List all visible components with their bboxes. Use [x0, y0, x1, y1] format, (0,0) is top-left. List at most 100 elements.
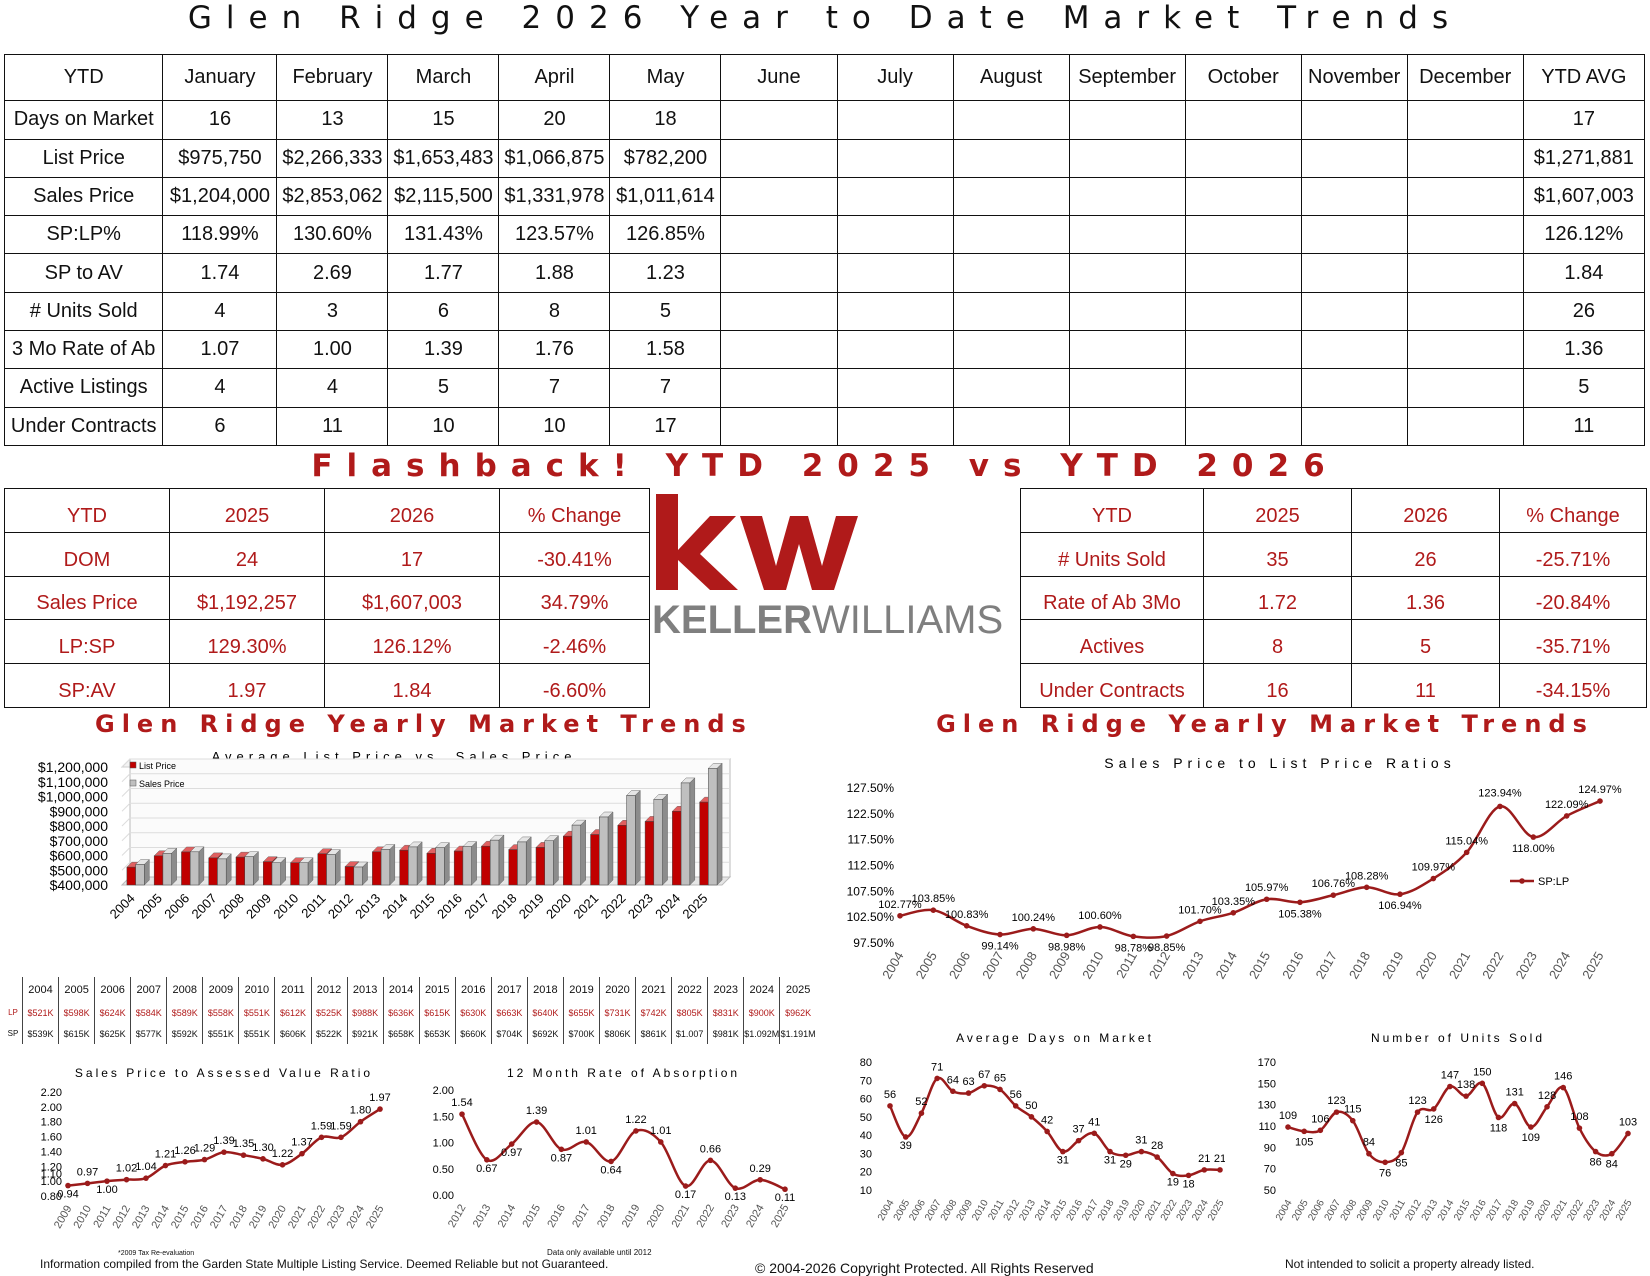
chart-title: Average Days on Market	[956, 1031, 1154, 1045]
table-cell: $589K	[166, 1002, 203, 1024]
table-cell	[1184, 368, 1302, 408]
table-cell: -20.84%	[1499, 575, 1647, 621]
data-label: 85	[1395, 1158, 1407, 1170]
data-point	[757, 1176, 763, 1183]
data-label: 37	[1072, 1124, 1084, 1136]
data-label: 29	[1120, 1158, 1132, 1170]
data-label: 103.35%	[1212, 896, 1256, 908]
data-point	[1560, 1084, 1567, 1091]
table-cell: $861K	[635, 1023, 672, 1044]
chart-title: Sales Price to List Price Ratios	[1104, 755, 1455, 771]
x-tick-label: 2019	[516, 891, 547, 922]
bar-list-price	[126, 866, 136, 886]
table-cell	[1406, 176, 1524, 217]
data-point	[1122, 1152, 1129, 1159]
bar-side	[662, 793, 668, 886]
table-cell: 20	[498, 100, 611, 140]
gridline-side	[121, 832, 131, 842]
x-tick-label: 2020	[645, 1203, 668, 1230]
note-tax-reeval: *2009 Tax Re-evaluation	[118, 1250, 195, 1257]
row-label: LP	[8, 1008, 18, 1018]
table-cell: 5	[1522, 368, 1646, 408]
data-label: 1.30	[252, 1142, 273, 1154]
data-point	[104, 1178, 110, 1184]
bar-sales-price	[462, 846, 472, 886]
data-point	[1130, 933, 1137, 940]
table-cell: $731K	[598, 1002, 636, 1024]
x-tick-label: 2004	[107, 891, 138, 922]
table-cell: 1.84	[324, 663, 500, 708]
table-row: Rate of Ab 3Mo 1.72 1.36 -20.84%	[1020, 575, 1647, 621]
table-cell	[1068, 406, 1186, 447]
data-label: 0.13	[725, 1191, 746, 1203]
table-cell: 1.00	[276, 330, 389, 370]
data-label: 1.29	[194, 1143, 215, 1155]
gridline-side	[121, 817, 131, 827]
data-label: 1.97	[369, 1092, 390, 1104]
flashback-title: Flashback! YTD 2025 vs YTD 2026	[311, 448, 1339, 484]
x-tick-label: 2019	[1379, 949, 1406, 982]
data-point	[1366, 1150, 1372, 1157]
data-point	[583, 1139, 590, 1145]
table-cell: $921K	[346, 1023, 384, 1044]
x-tick-label: 2025	[1614, 1198, 1635, 1223]
table-cell: $962K	[779, 1002, 816, 1024]
bar-sales-price	[353, 866, 363, 886]
data-point	[240, 1152, 247, 1158]
data-point	[950, 1088, 956, 1095]
y-tick-label: 102.50%	[847, 910, 895, 924]
data-point	[1463, 1093, 1469, 1099]
table-row: Days on Market 16 13 15 20 18 17	[3, 100, 1646, 140]
table-cell: 1.36	[1351, 575, 1500, 621]
row-label: List Price	[3, 138, 164, 178]
data-label: 105.38%	[1278, 908, 1322, 920]
table-cell: 5	[387, 368, 500, 408]
x-tick-label: 2004	[879, 949, 906, 982]
table-cell	[952, 368, 1070, 408]
data-point	[1163, 933, 1170, 939]
table-cell	[836, 291, 954, 332]
row-label: 3 Mo Rate of Ab	[3, 330, 164, 370]
x-tick-label: 2015	[169, 1204, 192, 1231]
table-header-cell: April	[498, 53, 611, 102]
data-label: 56	[1010, 1089, 1022, 1101]
gridline-side	[121, 773, 131, 783]
gridline-side	[121, 802, 131, 812]
bar-side	[280, 857, 286, 886]
data-label: 19	[1167, 1177, 1179, 1189]
bar-list-price	[699, 801, 709, 886]
data-point	[338, 1134, 344, 1141]
bar-list-price	[590, 834, 600, 886]
data-label: 109	[1279, 1110, 1297, 1122]
y-tick-label: 60	[860, 1094, 872, 1106]
table-cell	[1184, 253, 1302, 293]
flashback-table-right: YTD 2025 2026% Change # Units Sold 35 26 -25.7…	[1020, 488, 1647, 708]
table-cell: 129.30%	[169, 619, 325, 665]
table-cell	[720, 138, 838, 178]
table-cell: $522K	[310, 1023, 348, 1044]
data-label: 76	[1379, 1167, 1391, 1179]
table-row: Under Contracts 6 11 10 10 17 11	[3, 406, 1646, 447]
data-point	[1097, 924, 1103, 930]
data-label: 100.24%	[1012, 912, 1056, 924]
data-label: 39	[900, 1140, 912, 1152]
row-label: SP:AV	[4, 663, 170, 708]
table-cell	[720, 406, 838, 447]
table-cell: 11	[1351, 663, 1500, 708]
table-header-cell: October	[1184, 53, 1302, 102]
data-point	[260, 1156, 266, 1162]
table-cell: 3	[276, 291, 389, 332]
table-header-cell: September	[1068, 53, 1186, 102]
data-point	[1170, 1170, 1176, 1177]
data-point	[1330, 892, 1337, 898]
bar-side	[607, 811, 614, 886]
table-cell	[1300, 253, 1408, 293]
data-point	[902, 1134, 909, 1140]
flashback-table-left: YTD 2025 2026% Change DOM 24 17 -30.41% Sales P…	[4, 488, 650, 708]
data-point	[299, 1150, 305, 1157]
data-point	[1107, 1148, 1113, 1155]
data-label: 71	[931, 1061, 943, 1073]
table-cell	[836, 100, 954, 140]
y-tick-label: 2.20	[41, 1087, 62, 1099]
table-cell: 11	[1522, 406, 1646, 447]
